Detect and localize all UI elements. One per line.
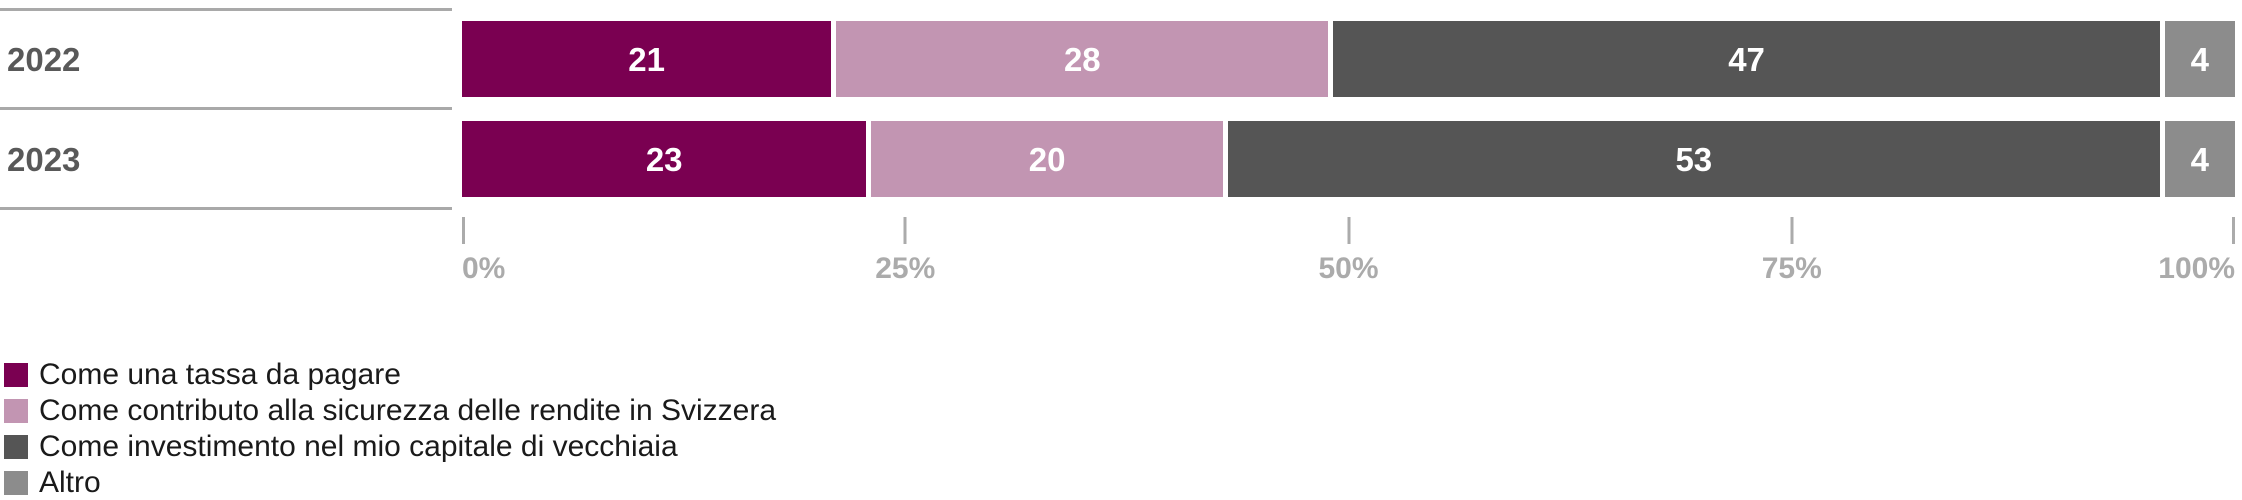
row-separator <box>0 107 452 110</box>
bar-segment-2022-investimento: 47 <box>1333 21 2160 97</box>
row-label-2022: 2022 <box>7 41 81 78</box>
legend-label: Altro <box>39 466 101 499</box>
axis-tick-50 <box>1347 217 1350 244</box>
axis-tick-0 <box>462 217 465 244</box>
row-separator <box>0 207 452 210</box>
bar-segment-2023-altro: 4 <box>2164 121 2235 197</box>
axis-tick-label-0: 0% <box>462 252 506 285</box>
bar-segment-2023-tassa: 23 <box>462 121 867 197</box>
segment-value: 21 <box>628 40 665 78</box>
legend: Come una tassa da pagare Come contributo… <box>4 357 776 500</box>
bar-segment-2022-contributo: 28 <box>836 21 1329 97</box>
legend-swatch-icon <box>4 363 28 387</box>
segment-value: 47 <box>1728 40 1765 78</box>
axis-tick-label-100: 100% <box>2158 252 2235 285</box>
legend-item-investimento: Come investimento nel mio capitale di ve… <box>4 429 776 465</box>
segment-value: 23 <box>645 140 683 178</box>
bar-2022: 21 28 47 4 <box>462 21 2235 97</box>
legend-label: Come contributo alla sicurezza delle ren… <box>39 394 777 427</box>
axis-tick-25 <box>903 217 907 244</box>
x-axis: 0% 25% 50% 75% 100% <box>462 217 2235 287</box>
axis-tick-label-25: 25% <box>875 252 936 285</box>
bar-segment-2023-contributo: 20 <box>871 121 1223 197</box>
bar-segment-2022-altro: 4 <box>2164 21 2235 97</box>
legend-swatch-icon <box>4 471 28 495</box>
bar-2023: 23 20 53 4 <box>462 121 2235 197</box>
segment-value: 53 <box>1675 140 1713 178</box>
axis-tick-label-50: 50% <box>1318 252 1379 285</box>
axis-tick-75 <box>1790 217 1794 244</box>
row-separator <box>0 8 452 11</box>
axis-tick-100 <box>2232 217 2235 244</box>
legend-label: Come una tassa da pagare <box>39 358 401 391</box>
segment-value: 20 <box>1028 140 1066 178</box>
bar-segment-2022-tassa: 21 <box>462 21 832 97</box>
segment-value: 4 <box>2190 140 2209 178</box>
legend-item-tassa: Come una tassa da pagare <box>4 357 776 393</box>
bar-segment-2023-investimento: 53 <box>1227 121 2160 197</box>
legend-label: Come investimento nel mio capitale di ve… <box>39 430 678 463</box>
legend-swatch-icon <box>4 399 28 423</box>
legend-item-contributo: Come contributo alla sicurezza delle ren… <box>4 393 776 429</box>
axis-tick-label-75: 75% <box>1761 252 1822 285</box>
legend-item-altro: Altro <box>4 465 776 500</box>
segment-value: 28 <box>1063 40 1101 78</box>
legend-swatch-icon <box>4 435 28 459</box>
row-label-2023: 2023 <box>7 141 81 178</box>
segment-value: 4 <box>2190 40 2210 78</box>
